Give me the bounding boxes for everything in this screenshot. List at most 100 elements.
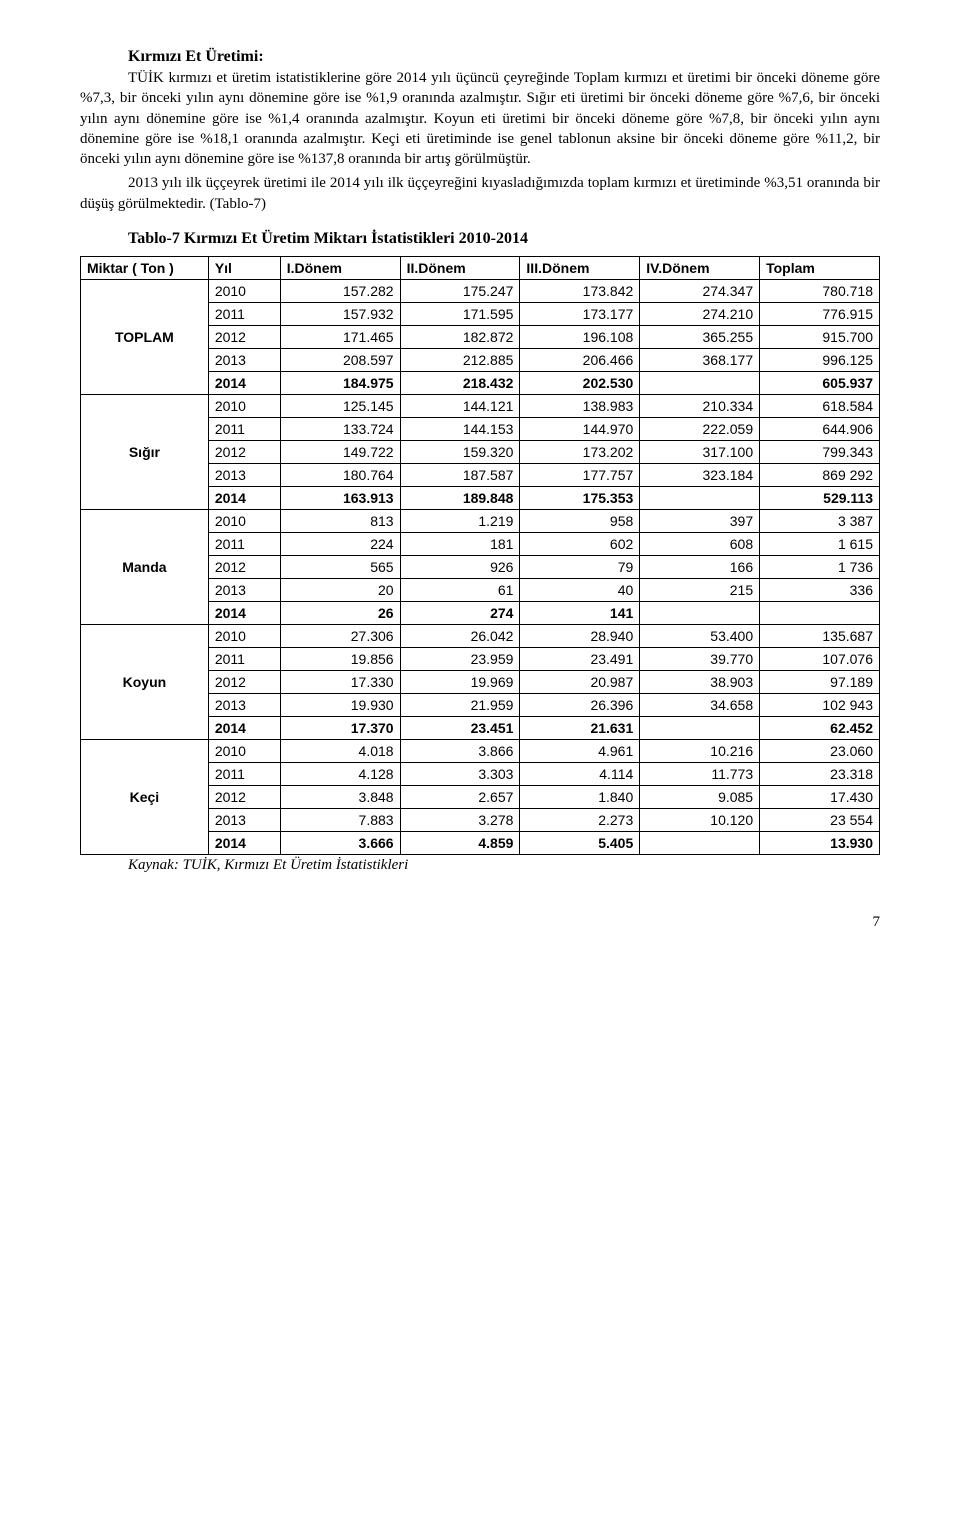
data-cell: 274: [400, 601, 520, 624]
data-cell: 171.595: [400, 302, 520, 325]
data-cell: 21.631: [520, 716, 640, 739]
data-cell: 368.177: [640, 348, 760, 371]
data-cell: 2013: [208, 693, 280, 716]
data-cell: 2013: [208, 578, 280, 601]
data-cell: 7.883: [280, 808, 400, 831]
data-cell: 2.273: [520, 808, 640, 831]
group-label: Manda: [81, 509, 209, 624]
data-cell: 2013: [208, 348, 280, 371]
data-cell: 323.184: [640, 463, 760, 486]
data-cell: 529.113: [760, 486, 880, 509]
data-cell: 915.700: [760, 325, 880, 348]
data-cell: 2012: [208, 440, 280, 463]
data-cell: 26: [280, 601, 400, 624]
data-cell: 10.120: [640, 808, 760, 831]
data-cell: 206.466: [520, 348, 640, 371]
group-label: Sığır: [81, 394, 209, 509]
table-row: Sığır2010125.145144.121138.983210.334618…: [81, 394, 880, 417]
data-cell: 2014: [208, 831, 280, 854]
data-cell: 187.587: [400, 463, 520, 486]
data-cell: 173.202: [520, 440, 640, 463]
data-cell: 10.216: [640, 739, 760, 762]
data-cell: 171.465: [280, 325, 400, 348]
data-cell: [760, 601, 880, 624]
data-cell: 2014: [208, 371, 280, 394]
data-cell: 149.722: [280, 440, 400, 463]
data-cell: 163.913: [280, 486, 400, 509]
data-cell: 62.452: [760, 716, 880, 739]
data-cell: 3.848: [280, 785, 400, 808]
data-cell: 166: [640, 555, 760, 578]
data-cell: 2011: [208, 302, 280, 325]
data-cell: 2012: [208, 325, 280, 348]
col-header: Yıl: [208, 256, 280, 279]
data-cell: 210.334: [640, 394, 760, 417]
data-cell: 39.770: [640, 647, 760, 670]
col-header: IV.Dönem: [640, 256, 760, 279]
col-header: I.Dönem: [280, 256, 400, 279]
data-cell: 11.773: [640, 762, 760, 785]
data-cell: 2010: [208, 624, 280, 647]
data-cell: 926: [400, 555, 520, 578]
data-cell: 19.856: [280, 647, 400, 670]
data-cell: 224: [280, 532, 400, 555]
data-cell: 2013: [208, 463, 280, 486]
table-row: Keçi20104.0183.8664.96110.21623.060: [81, 739, 880, 762]
data-cell: 23.959: [400, 647, 520, 670]
data-cell: 274.347: [640, 279, 760, 302]
table-body: TOPLAM2010157.282175.247173.842274.34778…: [81, 279, 880, 854]
data-cell: 3.866: [400, 739, 520, 762]
data-cell: 175.247: [400, 279, 520, 302]
data-cell: 618.584: [760, 394, 880, 417]
data-cell: 27.306: [280, 624, 400, 647]
table-title: Tablo-7 Kırmızı Et Üretim Miktarı İstati…: [80, 230, 880, 248]
table-row: Koyun201027.30626.04228.94053.400135.687: [81, 624, 880, 647]
data-cell: 1 615: [760, 532, 880, 555]
data-cell: 4.961: [520, 739, 640, 762]
col-header: III.Dönem: [520, 256, 640, 279]
data-cell: 144.153: [400, 417, 520, 440]
data-cell: 17.330: [280, 670, 400, 693]
data-cell: 776.915: [760, 302, 880, 325]
data-cell: 2010: [208, 394, 280, 417]
data-cell: 4.018: [280, 739, 400, 762]
data-cell: 202.530: [520, 371, 640, 394]
data-cell: 869 292: [760, 463, 880, 486]
data-cell: 9.085: [640, 785, 760, 808]
data-cell: 218.432: [400, 371, 520, 394]
data-cell: 317.100: [640, 440, 760, 463]
data-cell: 26.042: [400, 624, 520, 647]
data-cell: [640, 601, 760, 624]
data-cell: 996.125: [760, 348, 880, 371]
table-source: Kaynak: TUİK, Kırmızı Et Üretim İstatist…: [80, 857, 880, 874]
data-cell: 180.764: [280, 463, 400, 486]
data-cell: 135.687: [760, 624, 880, 647]
data-cell: 40: [520, 578, 640, 601]
data-cell: 102 943: [760, 693, 880, 716]
section-title: Kırmızı Et Üretimi:: [80, 48, 880, 66]
data-cell: 336: [760, 578, 880, 601]
data-cell: 2010: [208, 279, 280, 302]
data-cell: 173.842: [520, 279, 640, 302]
data-cell: 141: [520, 601, 640, 624]
data-cell: 79: [520, 555, 640, 578]
data-cell: 17.370: [280, 716, 400, 739]
data-cell: 3 387: [760, 509, 880, 532]
data-cell: 1 736: [760, 555, 880, 578]
data-cell: 3.278: [400, 808, 520, 831]
data-cell: 2011: [208, 647, 280, 670]
page-number: 7: [80, 914, 880, 931]
data-cell: 4.128: [280, 762, 400, 785]
data-cell: 4.859: [400, 831, 520, 854]
data-cell: 53.400: [640, 624, 760, 647]
data-cell: 144.970: [520, 417, 640, 440]
data-cell: [640, 831, 760, 854]
group-label: Keçi: [81, 739, 209, 854]
data-cell: 196.108: [520, 325, 640, 348]
data-cell: 4.114: [520, 762, 640, 785]
data-cell: 28.940: [520, 624, 640, 647]
data-cell: 181: [400, 532, 520, 555]
data-cell: 23.451: [400, 716, 520, 739]
data-cell: 23.491: [520, 647, 640, 670]
data-cell: [640, 371, 760, 394]
